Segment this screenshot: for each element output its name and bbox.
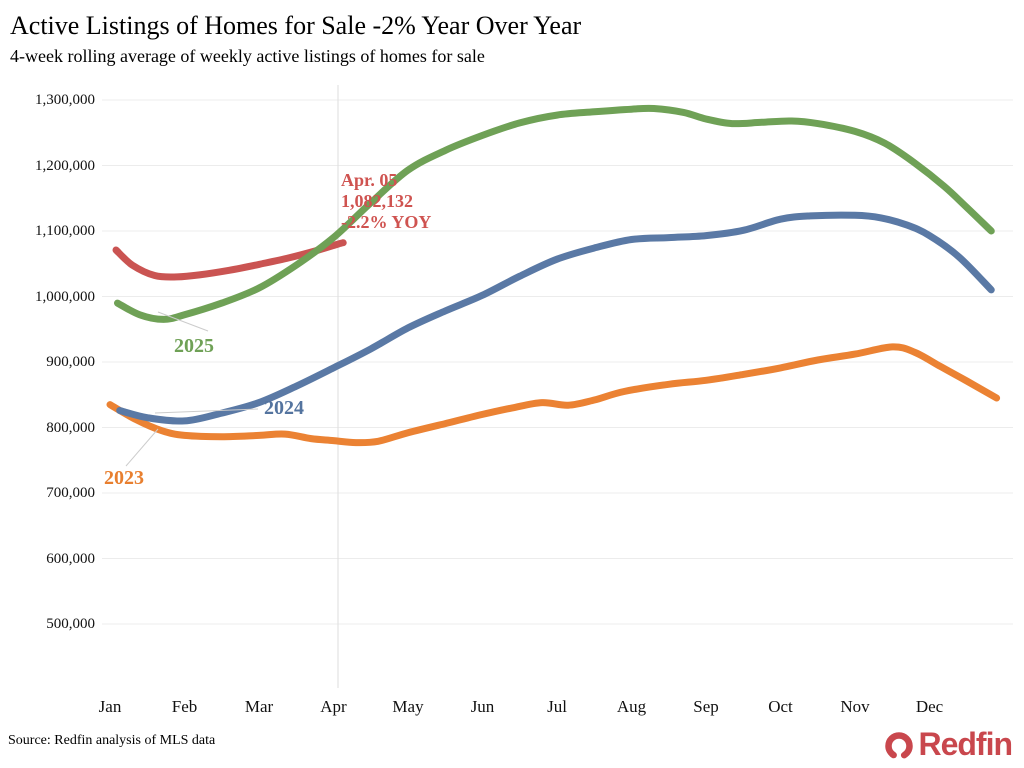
x-axis-label: Mar [244, 697, 274, 716]
leader-line-2024 [154, 408, 259, 414]
x-axis-label: Oct [768, 697, 793, 716]
label-leader-lines [125, 311, 259, 467]
apr05-annotation: Apr. 05 1,082,132 -2.2% YOY [341, 170, 431, 233]
leader-line-2025 [157, 311, 209, 332]
y-axis-label: 1,000,000 [35, 288, 95, 305]
y-axis-label: 600,000 [46, 550, 95, 567]
x-axis-label: Apr [320, 697, 347, 716]
annotation-date: Apr. 05 [341, 170, 398, 190]
series-label-2025: 2025 [174, 335, 214, 357]
y-axis-label: 800,000 [46, 419, 95, 436]
y-axis-label: 1,300,000 [35, 92, 95, 108]
series-line-2025 [114, 104, 995, 323]
x-axis-label: Dec [915, 697, 944, 716]
series-label-2024: 2024 [264, 397, 304, 419]
series-line-2023 [106, 343, 1001, 447]
y-axis-label: 700,000 [46, 485, 95, 501]
chart-title: Active Listings of Homes for Sale -2% Ye… [10, 11, 582, 40]
chart-subtitle: 4-week rolling average of weekly active … [10, 46, 485, 66]
y-axis-label: 900,000 [46, 354, 95, 370]
annotation-yoy: -2.2% YOY [341, 212, 432, 232]
y-axis-label: 1,100,000 [35, 223, 95, 239]
series-lines-group [106, 104, 1001, 447]
redfin-logo: Redfin [883, 726, 1013, 763]
y-axis-label: 1,200,000 [35, 157, 95, 174]
x-axis-label: Jun [470, 697, 495, 716]
y-axis-label: 500,000 [46, 616, 95, 632]
x-axis-label: Aug [616, 697, 647, 716]
source-note: Source: Redfin analysis of MLS data [8, 733, 216, 748]
series-line-2024 [116, 211, 995, 425]
leader-line-2023 [125, 428, 159, 467]
gridlines-group [102, 99, 1013, 625]
x-axis-label: Sep [693, 697, 719, 716]
x-axis-label: Feb [171, 697, 198, 716]
x-axis-label: Jan [98, 697, 122, 716]
series-label-2023: 2023 [104, 467, 144, 489]
annotation-value: 1,082,132 [341, 191, 413, 211]
redfin-door-icon [885, 731, 914, 760]
redfin-logo-text: Redfin [918, 726, 1013, 762]
x-axis-label: Jul [547, 697, 567, 716]
x-axis-label: Nov [840, 697, 870, 716]
x-axis-label: May [392, 697, 424, 716]
